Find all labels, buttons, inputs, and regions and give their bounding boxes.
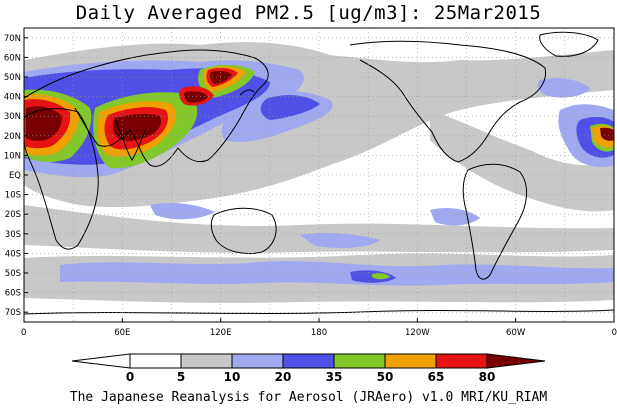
pm25-field bbox=[24, 42, 614, 303]
lon-tick-label: 60E bbox=[114, 328, 130, 338]
colorbar-tick-label: 20 bbox=[275, 370, 292, 384]
colorbar-segment bbox=[384, 353, 437, 369]
colorbar: 0 5 10 20 35 50 65 80 bbox=[71, 353, 546, 384]
colorbar-tick-label: 10 bbox=[224, 370, 241, 384]
lat-tick-label: 60N bbox=[4, 53, 21, 63]
lat-tick-label: 20S bbox=[5, 210, 21, 220]
lat-tick-label: 20N bbox=[4, 132, 21, 142]
lat-tick-label: 10S bbox=[5, 191, 21, 201]
longitude-labels: 0 60E 120E 180 120W 60W 0 bbox=[21, 318, 617, 338]
colorbar-tick-label: 0 bbox=[126, 370, 134, 384]
north-america-outline bbox=[349, 40, 547, 163]
lat-tick-label: 40S bbox=[5, 249, 21, 259]
lon-tick-label: 120E bbox=[210, 328, 232, 338]
lon-tick-label: 180 bbox=[311, 328, 327, 338]
latitude-labels: 70N 60N 50N 40N 30N 20N 10N EQ 10S 20S 30S 40S 50S 60… bbox=[4, 34, 28, 318]
colorbar-segment bbox=[180, 353, 233, 369]
colorbar-low-arrow bbox=[71, 353, 131, 369]
lat-tick-label: 10N bbox=[4, 151, 21, 161]
lat-tick-label: 30N bbox=[4, 112, 21, 122]
greenland-outline bbox=[539, 31, 599, 57]
map-title: Daily Averaged PM2.5 [ug/m3]: 25Mar2015 bbox=[75, 2, 542, 24]
lat-tick-label: 70N bbox=[4, 34, 21, 44]
colorbar-segment bbox=[231, 353, 284, 369]
south-america-outline bbox=[462, 163, 527, 280]
colorbar-tick-label: 5 bbox=[177, 370, 185, 384]
lat-tick-label: 70S bbox=[5, 308, 21, 318]
lat-tick-label: 40N bbox=[4, 93, 21, 103]
colorbar-tick-label: 50 bbox=[377, 370, 394, 384]
lat-tick-label: 50N bbox=[4, 73, 21, 83]
colorbar-segment bbox=[435, 353, 488, 369]
lon-tick-label: 60W bbox=[506, 328, 526, 338]
lat-tick-label: 30S bbox=[5, 230, 21, 240]
colorbar-segment bbox=[129, 353, 182, 369]
colorbar-segment bbox=[333, 353, 386, 369]
lon-tick-label: 0 bbox=[21, 328, 26, 338]
colorbar-tick-label: 80 bbox=[479, 370, 496, 384]
lon-tick-label: 0 bbox=[612, 328, 617, 338]
colorbar-tick-label: 35 bbox=[326, 370, 343, 384]
india-outline bbox=[114, 117, 147, 161]
colorbar-tick-label: 65 bbox=[428, 370, 445, 384]
level-80plus-field bbox=[26, 71, 614, 141]
map-grid bbox=[24, 28, 614, 322]
japan-outline bbox=[239, 89, 255, 96]
footer-credit: The Japanese Reanalysis for Aerosol (JRA… bbox=[69, 390, 548, 405]
colorbar-high-arrow bbox=[486, 353, 546, 369]
eurasia-outline bbox=[24, 49, 269, 167]
lat-tick-label: EQ bbox=[9, 171, 21, 181]
australia-outline bbox=[210, 207, 277, 254]
lat-tick-label: 60S bbox=[5, 289, 21, 299]
lat-tick-label: 50S bbox=[5, 269, 21, 279]
lon-tick-label: 120W bbox=[405, 328, 430, 338]
antarctica-outline bbox=[24, 309, 614, 315]
colorbar-segment bbox=[282, 353, 335, 369]
